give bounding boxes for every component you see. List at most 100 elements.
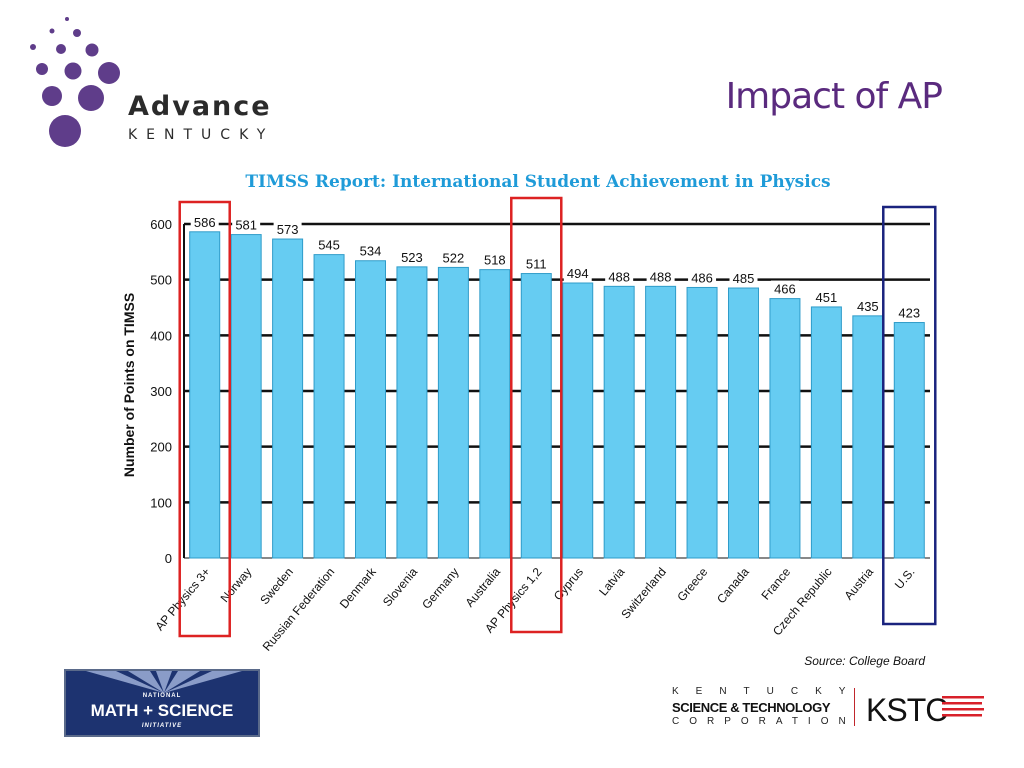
bar [645, 285, 677, 559]
kstc-abbreviation: KSTC [866, 692, 948, 728]
bar [479, 269, 511, 559]
bar-chart: 586 581 573 545 534 523 522 518 511 494 488 488 486 4… [121, 196, 937, 654]
data-label: 581 [235, 218, 257, 233]
y-axis-label: Number of Points on TIMSS [121, 293, 137, 477]
data-label-bg [190, 213, 219, 230]
data-label-bg [729, 270, 758, 287]
data-label-bg [315, 236, 344, 253]
data-label: 494 [567, 266, 589, 281]
category-label: U.S. [892, 565, 918, 592]
source-note: Source: College Board [804, 654, 925, 668]
data-label-bg [397, 248, 426, 265]
bar [437, 266, 469, 559]
kentucky-logo-word: KENTUCKY [128, 127, 275, 143]
category-label: Latvia [596, 565, 628, 599]
data-label: 534 [360, 244, 382, 259]
y-tick-label: 100 [150, 495, 172, 510]
data-label-bg [688, 269, 717, 286]
data-label-bg [439, 249, 468, 266]
kstc-divider [854, 688, 855, 726]
bar [893, 322, 925, 559]
nmsi-logo: NATIONAL MATH + SCIENCE INITIATIVE [64, 669, 260, 737]
nmsi-national: NATIONAL [142, 693, 182, 699]
y-tick-label: 0 [165, 551, 172, 566]
data-label: 573 [277, 222, 299, 237]
category-label: Australia [462, 565, 503, 610]
category-label: Cyprus [551, 565, 586, 603]
bar [769, 298, 801, 559]
advance-kentucky-logo: Advance KENTUCKY [25, 15, 275, 155]
data-label-bg [770, 280, 799, 297]
category-label: AP Physics 3+ [152, 565, 213, 633]
data-label: 466 [774, 282, 796, 297]
bar [230, 234, 262, 559]
bar [313, 254, 345, 559]
data-label: 523 [401, 250, 423, 265]
category-label: Germany [419, 565, 461, 612]
y-tick-label: 600 [150, 217, 172, 232]
data-label-bg [522, 255, 551, 272]
data-label-bg [853, 297, 882, 314]
advance-logo-word: Advance [128, 91, 272, 122]
bar [728, 287, 759, 559]
slide-title: Impact of AP [725, 76, 943, 117]
data-label-bg [232, 216, 261, 233]
bar [852, 315, 884, 559]
category-label: Austria [841, 565, 876, 603]
y-tick-label: 400 [150, 328, 172, 343]
kstc-corporation: CORPORATION [672, 716, 856, 727]
bar [562, 282, 594, 559]
chart-title: TIMSS Report: International Student Achi… [245, 172, 831, 192]
nmsi-initiative: INITIATIVE [141, 723, 183, 729]
highlight-boxes [178, 196, 937, 638]
grid-lines [183, 222, 930, 559]
category-label: Greece [674, 565, 710, 604]
highlight-box [882, 205, 937, 626]
bar [272, 238, 304, 559]
bar [603, 285, 635, 559]
y-tick-label: 200 [150, 440, 172, 455]
data-label: 486 [691, 270, 713, 285]
category-label: Sweden [257, 565, 296, 607]
nmsi-name: MATH + SCIENCE [90, 701, 234, 720]
category-label: Norway [218, 565, 255, 605]
bar [520, 273, 552, 559]
data-label: 518 [484, 253, 506, 268]
data-label-bg [480, 251, 509, 268]
data-label-bg [895, 304, 924, 321]
data-label: 488 [650, 269, 672, 284]
data-label: 522 [443, 250, 465, 265]
y-axis-ticks: 0 100 200 300 400 500 600 [150, 217, 172, 566]
kstc-logo: KENTUCKY SCIENCE & TECHNOLOGY CORPORATIO… [672, 686, 992, 732]
data-label-bg [605, 268, 634, 285]
category-label: Denmark [337, 564, 380, 611]
y-tick-label: 500 [150, 273, 172, 288]
sunburst-icon [86, 671, 242, 693]
highlight-box [178, 200, 231, 638]
data-label: 435 [857, 299, 879, 314]
data-label-bg [273, 221, 302, 238]
kstc-science-technology: SCIENCE & TECHNOLOGY [672, 700, 831, 715]
bars [189, 231, 925, 559]
bar [189, 231, 221, 559]
data-label: 586 [194, 215, 216, 230]
category-label: Canada [714, 565, 752, 606]
data-label: 511 [526, 257, 547, 272]
category-label: Slovenia [380, 565, 421, 610]
data-labels: 586 581 573 545 534 523 522 518 511 494 488 488 486 4… [190, 213, 924, 321]
category-label: Russian Federation [260, 565, 338, 654]
kstc-kentucky: KENTUCKY [672, 686, 863, 697]
advance-dots-icon [30, 17, 120, 147]
data-label: 423 [898, 306, 920, 321]
data-label-bg [356, 242, 385, 259]
data-label: 485 [733, 271, 755, 286]
data-label-bg [812, 288, 841, 305]
bar [355, 260, 386, 559]
y-tick-label: 300 [150, 384, 172, 399]
highlight-box [510, 196, 563, 634]
category-label: France [759, 565, 794, 603]
data-label: 545 [318, 238, 340, 253]
data-label-bg [646, 268, 675, 285]
data-label-bg [563, 265, 592, 282]
